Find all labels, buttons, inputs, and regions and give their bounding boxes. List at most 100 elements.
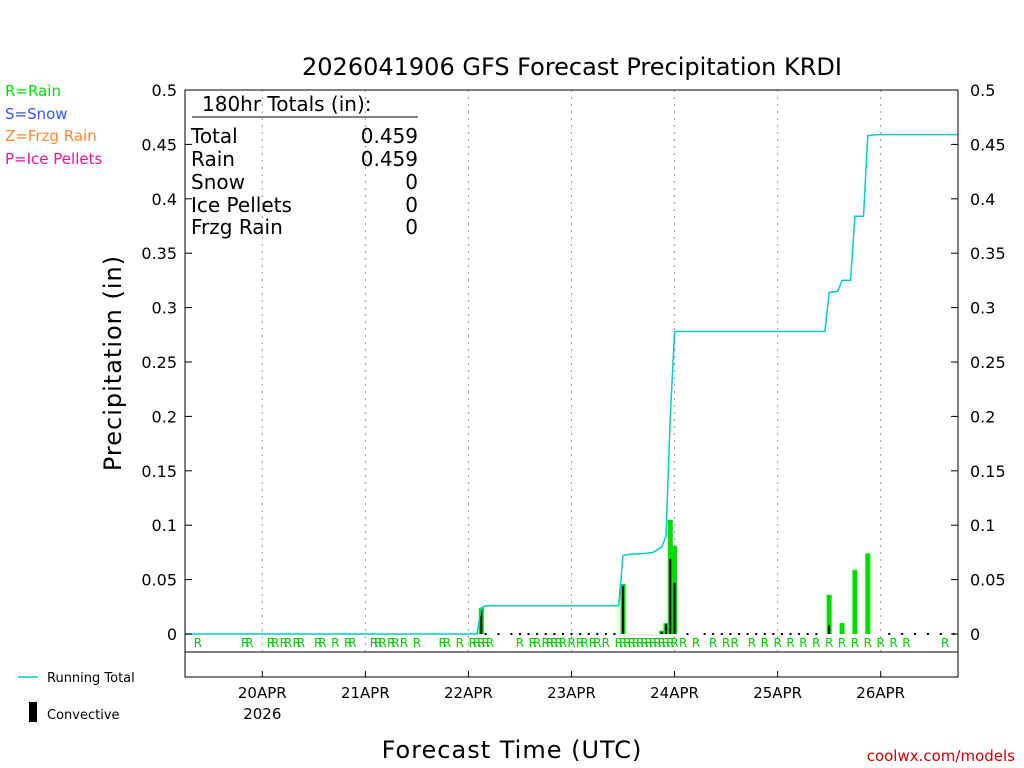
- ptype-marker: R: [546, 636, 554, 650]
- zero-marker: [596, 633, 599, 635]
- ptype-marker: R: [477, 636, 485, 650]
- ptype-marker: R: [722, 636, 730, 650]
- totals-label-rain: Rain: [191, 147, 235, 171]
- ptype-marker: R: [533, 636, 541, 650]
- x-tick-label: 26APR: [856, 684, 905, 702]
- legend-running-total-label: Running Total: [47, 671, 135, 686]
- y-tick-label-right: 0.25: [970, 353, 1006, 372]
- y-tick-label-right: 0.2: [970, 407, 995, 426]
- ptype-marker: R: [194, 636, 202, 650]
- x-tick-label: 23APR: [547, 684, 596, 702]
- precip-bar: [852, 569, 858, 634]
- ptype-marker: R: [529, 636, 537, 650]
- zero-marker: [815, 633, 818, 635]
- ptype-marker: R: [292, 636, 300, 650]
- precip-bar: [865, 553, 871, 634]
- precip-bar: [839, 623, 845, 634]
- ptype-marker: R: [679, 636, 687, 650]
- x-gridlines: [261, 90, 882, 652]
- ptype-marker: R: [348, 636, 356, 650]
- y-tick-label-right: 0.15: [970, 462, 1006, 481]
- ptype-marker: R: [593, 636, 601, 650]
- zero-marker: [544, 633, 547, 635]
- y-tick-label-right: 0.1: [970, 516, 995, 535]
- ptype-marker: R: [640, 636, 648, 650]
- y-tick-label-right: 0.3: [970, 299, 995, 318]
- ptype-marker: R: [486, 636, 494, 650]
- key-rain: R=Rain: [5, 82, 61, 100]
- ptype-marker: R: [567, 636, 575, 650]
- ptype-marker: R: [902, 636, 910, 650]
- ptype-marker: R: [658, 636, 666, 650]
- y-tick-label-left: 0.3: [152, 299, 177, 318]
- ptype-marker: R: [786, 636, 794, 650]
- totals-header: 180hr Totals (in):: [202, 92, 372, 116]
- y-tick-label-right: 0.5: [970, 81, 995, 100]
- y-tick-label-left: 0.2: [152, 407, 177, 426]
- x-tick-label: 22APR: [444, 684, 493, 702]
- key-frzg-rain: Z=Frzg Rain: [5, 127, 97, 145]
- ptype-marker: R: [670, 636, 678, 650]
- x-tick-label: 20APR: [238, 684, 287, 702]
- convective-bar: [622, 586, 625, 634]
- ptype-marker: R: [554, 636, 562, 650]
- zero-marker: [703, 633, 706, 635]
- totals-label-frzg-rain: Frzg Rain: [191, 215, 283, 239]
- zero-marker: [737, 633, 740, 635]
- ptype-marker: R: [864, 636, 872, 650]
- y-tick-label-right: 0.35: [970, 244, 1006, 263]
- zero-marker: [763, 633, 766, 635]
- y-tick-label-right: 0.45: [970, 135, 1006, 154]
- credit-text: coolwx.com/models: [867, 747, 1015, 765]
- ptype-marker: R: [443, 636, 451, 650]
- y-tick-label-left: 0.25: [141, 353, 177, 372]
- ptype-marker: R: [456, 636, 464, 650]
- precip-bar: [826, 594, 832, 634]
- ptype-marker: R: [851, 636, 859, 650]
- ptype-marker: R: [245, 636, 253, 650]
- legend-convective-label: Convective: [47, 708, 120, 723]
- ptype-marker: R: [297, 636, 305, 650]
- zero-marker: [527, 633, 530, 635]
- key-snow: S=Snow: [5, 105, 68, 123]
- chart-title: 2026041906 GFS Forecast Precipitation KR…: [302, 53, 842, 81]
- ptype-marker: R: [653, 636, 661, 650]
- zero-marker: [914, 633, 917, 635]
- totals-value-ice-pellets: 0: [405, 193, 418, 217]
- convective-bar: [673, 582, 676, 634]
- zero-marker: [604, 633, 607, 635]
- y-tick-label-left: 0.5: [152, 81, 177, 100]
- zero-marker: [789, 633, 792, 635]
- ptype-marker: R: [576, 636, 584, 650]
- x-tick-label: 25APR: [753, 684, 802, 702]
- ptype-marker: R: [589, 636, 597, 650]
- ptype-marker: R: [619, 636, 627, 650]
- convective-bar: [664, 624, 667, 634]
- ptype-marker: R: [636, 636, 644, 650]
- ptype-marker: R: [666, 636, 674, 650]
- ptype-marker: R: [877, 636, 885, 650]
- zero-marker: [772, 633, 775, 635]
- ptype-marker: R: [773, 636, 781, 650]
- zero-marker: [553, 633, 556, 635]
- x-tick-label: 24APR: [650, 684, 699, 702]
- totals-box: 180hr Totals (in): Total 0.459 Rain 0.45…: [190, 92, 418, 239]
- zero-marker: [497, 633, 500, 635]
- zero-precip-markers: [484, 633, 955, 635]
- ptype-marker: R: [413, 636, 421, 650]
- ptype-marker: R: [627, 636, 635, 650]
- y-axis-label: Precipitation (in): [99, 255, 127, 471]
- ptype-marker: R: [731, 636, 739, 650]
- ptype-marker: R: [838, 636, 846, 650]
- ptype-marker: R: [481, 636, 489, 650]
- zero-marker: [755, 633, 758, 635]
- zero-marker: [746, 633, 749, 635]
- ptype-marker: R: [812, 636, 820, 650]
- convective-bar: [660, 631, 663, 634]
- totals-value-snow: 0: [405, 170, 418, 194]
- ptype-marker: R: [280, 636, 288, 650]
- zero-marker: [806, 633, 809, 635]
- key-ice-pellets: P=Ice Pellets: [5, 150, 102, 168]
